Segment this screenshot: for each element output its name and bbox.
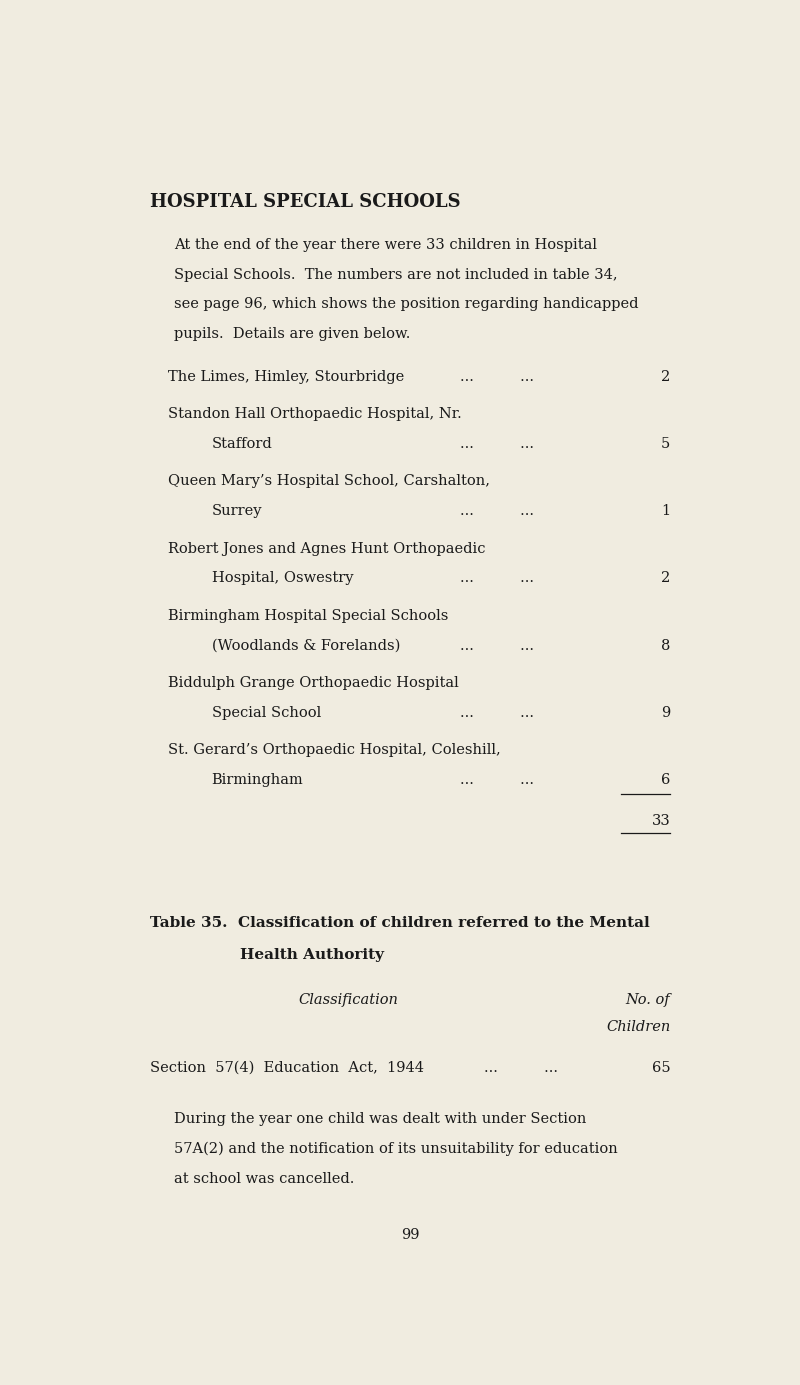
Text: ...          ...: ... ...: [459, 504, 534, 518]
Text: 5: 5: [661, 438, 670, 452]
Text: 2: 2: [661, 370, 670, 384]
Text: ...          ...: ... ...: [459, 638, 534, 652]
Text: Biddulph Grange Orthopaedic Hospital: Biddulph Grange Orthopaedic Hospital: [168, 676, 459, 690]
Text: Hospital, Oswestry: Hospital, Oswestry: [211, 572, 353, 586]
Text: 33: 33: [652, 813, 670, 827]
Text: (Woodlands & Forelands): (Woodlands & Forelands): [211, 638, 400, 652]
Text: 57A(2) and the notification of its unsuitability for education: 57A(2) and the notification of its unsui…: [174, 1143, 618, 1156]
Text: 6: 6: [661, 773, 670, 787]
Text: ...          ...: ... ...: [485, 1061, 558, 1075]
Text: Special School: Special School: [211, 706, 321, 720]
Text: at school was cancelled.: at school was cancelled.: [174, 1172, 354, 1186]
Text: Health Authority: Health Authority: [239, 947, 383, 963]
Text: ...          ...: ... ...: [459, 773, 534, 787]
Text: Children: Children: [606, 1021, 670, 1035]
Text: No. of: No. of: [626, 993, 670, 1007]
Text: see page 96, which shows the position regarding handicapped: see page 96, which shows the position re…: [174, 298, 639, 312]
Text: Classification: Classification: [298, 993, 398, 1007]
Text: Stafford: Stafford: [211, 438, 272, 452]
Text: At the end of the year there were 33 children in Hospital: At the end of the year there were 33 chi…: [174, 238, 598, 252]
Text: ...          ...: ... ...: [459, 438, 534, 452]
Text: The Limes, Himley, Stourbridge: The Limes, Himley, Stourbridge: [168, 370, 405, 384]
Text: 8: 8: [661, 638, 670, 652]
Text: ...          ...: ... ...: [459, 370, 534, 384]
Text: Special Schools.  The numbers are not included in table 34,: Special Schools. The numbers are not inc…: [174, 267, 618, 281]
Text: ...          ...: ... ...: [459, 706, 534, 720]
Text: 65: 65: [652, 1061, 670, 1075]
Text: Standon Hall Orthopaedic Hospital, Nr.: Standon Hall Orthopaedic Hospital, Nr.: [168, 407, 462, 421]
Text: During the year one child was dealt with under Section: During the year one child was dealt with…: [174, 1112, 586, 1126]
Text: Birmingham: Birmingham: [211, 773, 303, 787]
Text: Queen Mary’s Hospital School, Carshalton,: Queen Mary’s Hospital School, Carshalton…: [168, 475, 490, 489]
Text: 1: 1: [662, 504, 670, 518]
Text: ...          ...: ... ...: [459, 572, 534, 586]
Text: Robert Jones and Agnes Hunt Orthopaedic: Robert Jones and Agnes Hunt Orthopaedic: [168, 542, 486, 555]
Text: Birmingham Hospital Special Schools: Birmingham Hospital Special Schools: [168, 609, 449, 623]
Text: St. Gerard’s Orthopaedic Hospital, Coleshill,: St. Gerard’s Orthopaedic Hospital, Coles…: [168, 744, 501, 758]
Text: pupils.  Details are given below.: pupils. Details are given below.: [174, 327, 410, 341]
Text: Table 35.  Classification of children referred to the Mental: Table 35. Classification of children ref…: [150, 915, 650, 929]
Text: Surrey: Surrey: [211, 504, 262, 518]
Text: 9: 9: [661, 706, 670, 720]
Text: Section  57(4)  Education  Act,  1944: Section 57(4) Education Act, 1944: [150, 1061, 424, 1075]
Text: HOSPITAL SPECIAL SCHOOLS: HOSPITAL SPECIAL SCHOOLS: [150, 193, 460, 211]
Text: 99: 99: [401, 1228, 419, 1242]
Text: 2: 2: [661, 572, 670, 586]
